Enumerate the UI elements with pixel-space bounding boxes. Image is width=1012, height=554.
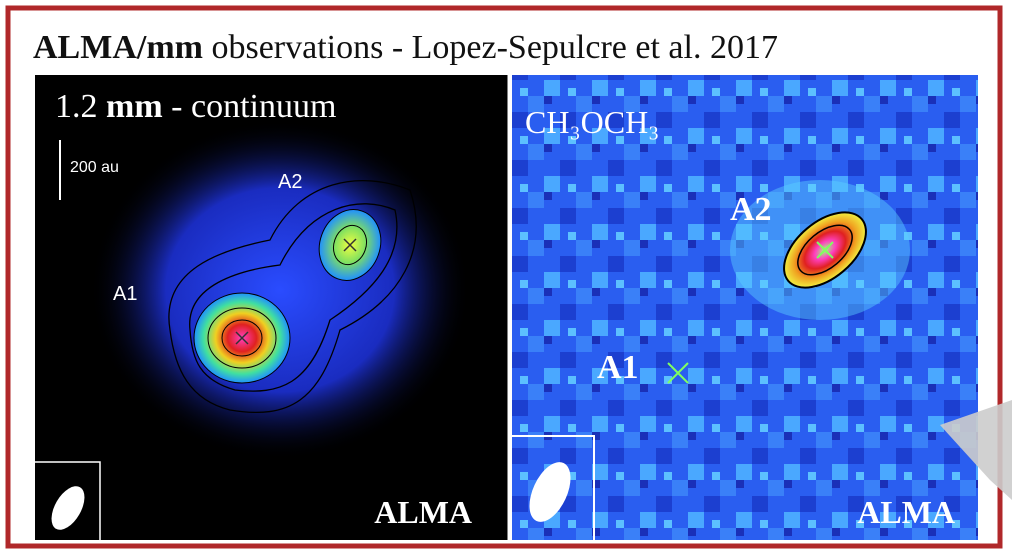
molecule-label: CH₃OCH₃ [525, 104, 659, 140]
slide: ALMA/mm observations - Lopez-Sepulcre et… [0, 0, 1012, 554]
panel-label: 1.2 mm - continuum [55, 88, 336, 125]
page: ALMA/mm observations - Lopez-Sepulcre et… [0, 0, 1012, 554]
molecule-panel: CH₃OCH₃ A2 A1 ALMA [512, 75, 978, 540]
source-label: A1 [113, 283, 137, 305]
title: ALMA/mm observations - Lopez-Sepulcre et… [33, 29, 778, 66]
source-label: A1 [597, 349, 639, 386]
panel-bg [512, 75, 978, 540]
scale-label: 200 au [70, 159, 119, 176]
source-label: A2 [730, 191, 772, 228]
telescope-label: ALMA [857, 494, 955, 530]
source-label: A2 [278, 171, 302, 193]
continuum-panel: 1.2 mm - continuum 200 au A2 A1 ALMA [35, 75, 508, 540]
telescope-label: ALMA [374, 494, 472, 530]
